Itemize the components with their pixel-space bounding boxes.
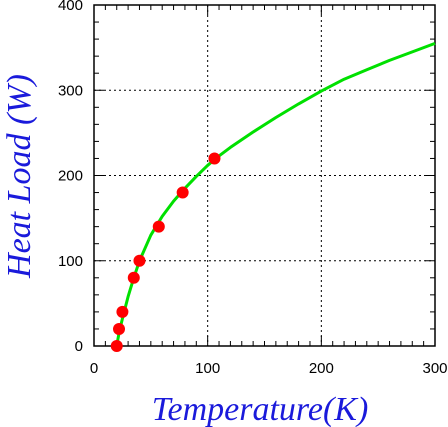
data-point [152, 220, 165, 233]
y-tick-label: 200 [58, 168, 83, 185]
grid-lines [94, 5, 435, 346]
y-tick-label: 400 [58, 0, 83, 14]
x-tick-label: 0 [90, 360, 98, 377]
data-point [208, 152, 221, 165]
data-point [110, 340, 123, 352]
x-tick-label: 100 [195, 360, 220, 377]
tick-labels: 0 100 200 300 0 100 200 300 400 [58, 0, 448, 377]
fit-curve [115, 41, 436, 347]
data-point [133, 254, 146, 267]
x-tick-label: 300 [422, 360, 447, 377]
y-tick-label: 300 [58, 82, 83, 99]
data-point [127, 271, 140, 284]
y-tick-label: 100 [58, 253, 83, 270]
x-axis-title: Temperature(K) [152, 391, 369, 427]
data-point [176, 186, 189, 199]
data-point [116, 305, 129, 318]
y-tick-label: 0 [75, 338, 83, 355]
x-tick-label: 200 [309, 360, 334, 377]
fit-curve-layer [115, 41, 436, 347]
data-point [113, 322, 126, 335]
data-points-layer [110, 152, 221, 352]
y-axis-title: Heat Load (W) [1, 74, 38, 279]
